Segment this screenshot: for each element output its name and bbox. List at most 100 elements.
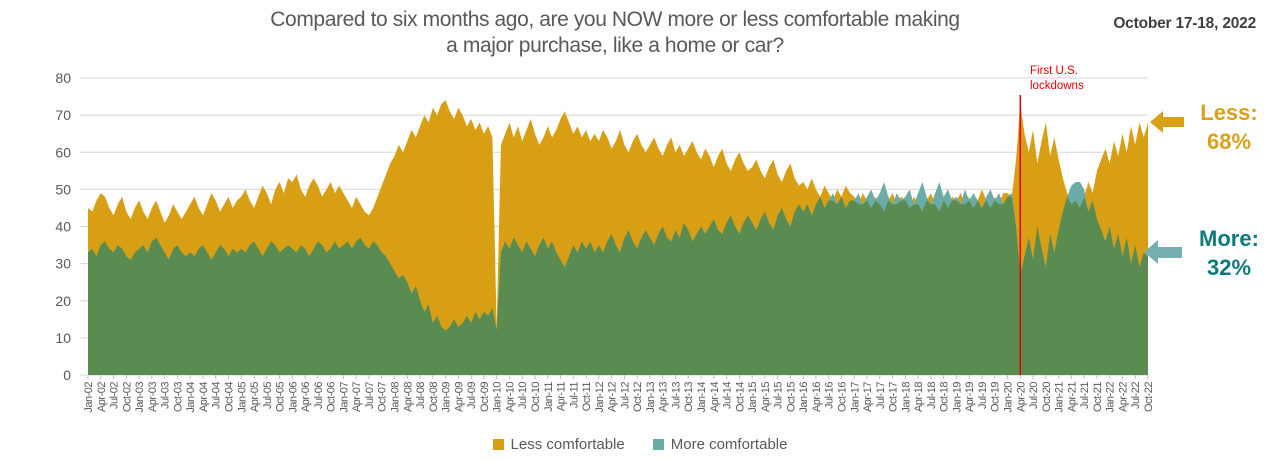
legend-item-less: Less comfortable [492,436,625,453]
svg-text:Oct-10: Oct-10 [530,382,542,412]
svg-text:Jan-03: Jan-03 [134,382,146,413]
svg-text:Jul-08: Jul-08 [415,382,427,409]
svg-text:Jul-12: Jul-12 [619,382,631,409]
svg-text:Jan-18: Jan-18 [900,382,912,413]
less-callout: Less: 68% [1184,98,1274,156]
svg-text:Jan-08: Jan-08 [390,382,402,413]
svg-text:Oct-12: Oct-12 [632,382,644,412]
more-callout-value: 32% [1206,255,1252,281]
svg-text:Jan-05: Jan-05 [236,382,248,413]
svg-text:Jan-13: Jan-13 [645,382,657,413]
svg-text:Oct-13: Oct-13 [683,382,695,412]
less-callout-label: Less: [1200,100,1258,125]
less-arrow-shape [1150,111,1184,133]
svg-text:Oct-06: Oct-06 [326,382,338,412]
svg-text:70: 70 [55,107,71,123]
chart-title-line2: a major purchase, like a home or car? [446,33,784,57]
svg-text:40: 40 [55,219,71,235]
svg-text:Oct-07: Oct-07 [377,382,389,412]
svg-text:Apr-06: Apr-06 [300,382,312,412]
svg-text:Jul-14: Jul-14 [722,382,734,409]
more-callout-label: More: [1199,226,1259,251]
svg-text:0: 0 [63,367,71,383]
svg-text:Apr-05: Apr-05 [249,382,261,412]
svg-text:Jul-03: Jul-03 [160,382,172,409]
svg-text:50: 50 [55,181,71,197]
svg-text:Jul-21: Jul-21 [1079,382,1091,409]
more-arrow-shape [1144,240,1182,264]
svg-text:Apr-03: Apr-03 [147,382,159,412]
svg-text:Oct-21: Oct-21 [1092,382,1104,412]
chart-title-line1: Compared to six months ago, are you NOW … [270,8,960,31]
svg-text:Apr-20: Apr-20 [1015,382,1027,412]
svg-text:Jul-11: Jul-11 [568,382,580,409]
svg-text:Oct-04: Oct-04 [223,382,235,412]
svg-text:Apr-16: Apr-16 [811,382,823,412]
svg-text:Jul-07: Jul-07 [364,382,376,409]
svg-text:Apr-13: Apr-13 [658,382,670,412]
svg-text:Apr-02: Apr-02 [96,382,108,412]
svg-text:Jul-15: Jul-15 [773,382,785,409]
svg-text:Oct-20: Oct-20 [1041,382,1053,412]
svg-text:Jan-20: Jan-20 [1003,382,1015,413]
svg-text:Apr-22: Apr-22 [1117,382,1129,412]
svg-text:Apr-15: Apr-15 [760,382,772,412]
svg-text:Jul-13: Jul-13 [670,382,682,409]
svg-text:Jan-07: Jan-07 [338,382,350,413]
svg-text:Apr-19: Apr-19 [964,382,976,412]
svg-text:Jul-16: Jul-16 [824,382,836,409]
svg-text:Apr-21: Apr-21 [1066,382,1078,412]
svg-text:Oct-15: Oct-15 [785,382,797,412]
legend-swatch-more-icon [652,439,664,450]
less-callout-value: 68% [1206,129,1252,155]
svg-text:80: 80 [55,70,71,86]
legend-item-more: More comfortable [652,436,788,453]
svg-text:Jul-17: Jul-17 [875,382,887,409]
svg-text:Jan-06: Jan-06 [287,382,299,413]
svg-text:Oct-16: Oct-16 [836,382,848,412]
svg-text:Jul-18: Jul-18 [926,382,938,409]
svg-text:Oct-19: Oct-19 [990,382,1002,412]
svg-text:Apr-04: Apr-04 [198,382,210,412]
svg-text:Jan-17: Jan-17 [849,382,861,413]
svg-text:Oct-05: Oct-05 [275,382,287,412]
svg-text:Oct-02: Oct-02 [121,382,133,412]
more-arrow-icon [1144,240,1182,264]
svg-text:Oct-11: Oct-11 [581,382,593,412]
svg-text:Jan-02: Jan-02 [83,382,95,413]
svg-text:Jan-10: Jan-10 [492,382,504,413]
svg-text:Jul-04: Jul-04 [211,382,223,409]
svg-text:Jul-05: Jul-05 [262,382,274,409]
legend-swatch-less-icon [492,439,504,450]
svg-text:Apr-11: Apr-11 [556,382,568,412]
svg-text:Apr-07: Apr-07 [351,382,363,412]
svg-text:60: 60 [55,144,71,160]
svg-text:Jul-20: Jul-20 [1028,382,1040,409]
svg-text:Jul-06: Jul-06 [313,382,325,409]
svg-text:Oct-18: Oct-18 [939,382,951,412]
svg-text:30: 30 [55,256,71,272]
svg-text:Apr-09: Apr-09 [453,382,465,412]
svg-text:Jul-10: Jul-10 [517,382,529,409]
svg-text:Jan-14: Jan-14 [696,382,708,413]
svg-text:Jul-02: Jul-02 [109,382,121,409]
svg-text:Jan-04: Jan-04 [185,382,197,413]
svg-text:Jan-16: Jan-16 [798,382,810,413]
svg-text:Apr-10: Apr-10 [504,382,516,412]
svg-text:Jan-15: Jan-15 [747,382,759,413]
svg-text:Jan-11: Jan-11 [543,382,555,412]
legend-label-less: Less comfortable [510,436,625,453]
svg-text:Oct-03: Oct-03 [172,382,184,412]
svg-text:Jan-21: Jan-21 [1054,382,1066,413]
svg-text:Jan-12: Jan-12 [594,382,606,413]
svg-text:Oct-14: Oct-14 [734,382,746,412]
legend-label-more: More comfortable [670,436,788,453]
svg-text:Oct-09: Oct-09 [479,382,491,412]
svg-text:Apr-14: Apr-14 [709,382,721,412]
svg-text:Jan-09: Jan-09 [441,382,453,413]
svg-text:Apr-12: Apr-12 [607,382,619,412]
svg-text:Oct-17: Oct-17 [888,382,900,412]
svg-text:20: 20 [55,293,71,309]
svg-text:Apr-18: Apr-18 [913,382,925,412]
